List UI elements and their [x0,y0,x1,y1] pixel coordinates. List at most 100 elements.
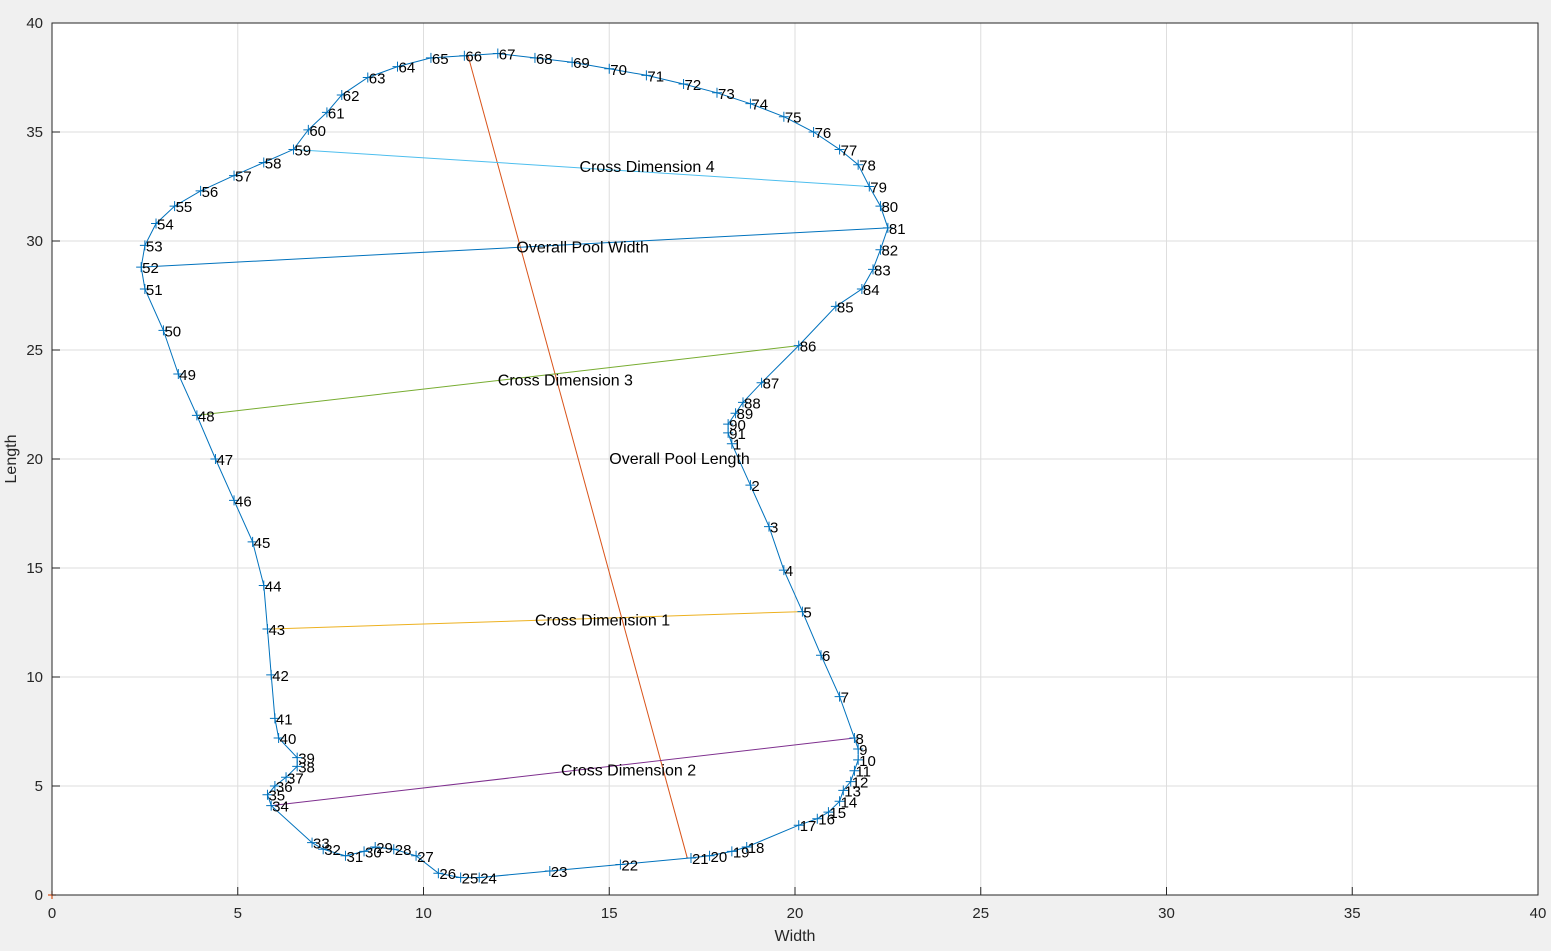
point-label: 61 [328,105,345,122]
point-marker [266,669,277,680]
point-marker [641,70,652,81]
overall_length-label: Overall Pool Length [609,451,750,468]
point-marker [191,410,202,421]
point-label: 83 [874,262,891,279]
point-marker [711,87,722,98]
point-marker [864,181,875,192]
point-label: 36 [276,779,293,796]
point-label: 34 [272,799,289,816]
point-label: 70 [610,62,627,79]
point-marker [139,240,150,251]
point-marker [336,89,347,100]
point-labels: Overall Pool Length Overall Pool Width Cro… [142,47,905,888]
cross4-label: Cross Dimension 4 [580,159,715,176]
point-marker [723,419,734,430]
point-label: 84 [863,282,880,299]
point-label: 81 [889,221,906,238]
cross2-line [271,737,855,807]
cross1-line [271,611,803,630]
dimension-lines [141,55,888,859]
y-tick-label: 0 [35,887,43,904]
x-tick-label: 15 [601,905,618,922]
point-marker [307,837,318,848]
pool-outline-line [140,52,889,879]
y-tick-label: 20 [26,451,43,468]
point-marker [797,606,808,617]
point-marker [868,264,879,275]
point-label: 89 [737,406,754,423]
point-label: 43 [268,622,285,639]
point-label: 88 [744,395,761,412]
point-marker [723,427,734,438]
point-label: 68 [536,51,553,68]
point-label: 29 [376,840,393,857]
y-axis-label: Length [3,435,20,484]
point-label: 47 [216,452,233,469]
point-marker [459,50,470,61]
point-marker [778,565,789,576]
x-tick-label: 25 [972,905,989,922]
point-marker [173,368,184,379]
point-label: 60 [309,123,326,140]
point-label: 64 [398,60,415,77]
point-label: 6 [822,648,830,665]
point-label: 73 [718,86,735,103]
point-marker [370,842,381,853]
y-tick-label: 15 [26,560,43,577]
point-label: 13 [844,783,861,800]
point-label: 8 [855,731,863,748]
x-tick-label: 0 [48,905,56,922]
point-marker [281,772,292,783]
point-label: 82 [881,243,898,260]
point-marker [834,691,845,702]
point-marker [288,144,299,155]
point-marker [169,201,180,212]
point-marker [269,781,280,791]
point-marker [763,521,774,532]
point-marker [856,283,867,294]
point-label: 78 [859,158,876,175]
point-marker [808,127,819,137]
point-marker [745,480,756,491]
point-marker [830,301,841,312]
point-label: 28 [395,842,412,859]
point-label: 39 [298,751,315,768]
point-marker [845,776,856,787]
point-label: 19 [733,844,750,861]
point-marker [529,52,540,63]
point-marker [737,397,748,408]
point-marker [262,624,273,635]
point-label: 79 [870,180,887,197]
point-marker [136,262,147,273]
point-marker [567,57,578,68]
point-marker [704,850,715,861]
pool-outline [48,48,893,899]
point-label: 42 [272,668,289,685]
point-label: 3 [770,520,778,537]
point-marker [269,713,280,724]
point-label: 85 [837,299,854,316]
point-label: 33 [313,836,330,853]
cross3-line [196,345,799,416]
point-marker [604,63,615,74]
point-label: 52 [142,260,159,277]
point-marker [359,846,370,857]
x-tick-label: 10 [415,905,432,922]
point-marker [229,495,240,506]
point-marker [258,157,269,168]
point-marker [411,850,422,861]
point-label: 40 [280,731,297,748]
point-marker [875,244,886,255]
point-label: 53 [146,238,163,255]
point-label: 18 [748,840,765,857]
point-marker [273,733,284,744]
point-label: 91 [729,426,746,443]
point-marker [139,283,150,294]
point-marker [849,733,860,744]
point-label: 10 [859,753,876,770]
point-label: 2 [751,478,759,495]
point-label: 75 [785,110,802,127]
point-marker [388,844,399,855]
point-marker [853,159,864,170]
